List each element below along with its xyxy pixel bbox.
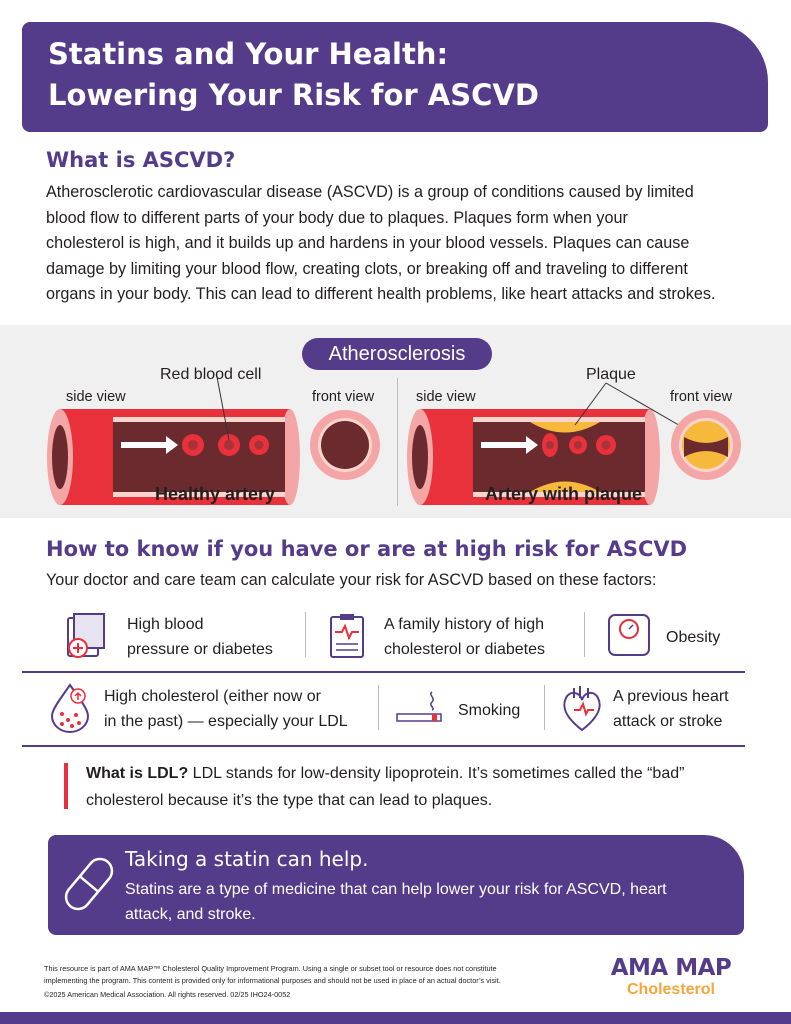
body-line: blood flow to different parts of your bo…	[46, 208, 628, 227]
divider	[378, 685, 379, 730]
cigarette-icon	[396, 688, 444, 724]
healthy-artery-front	[310, 410, 380, 480]
medical-records-icon	[64, 612, 114, 660]
factor-text: High cholesterol (either now or	[104, 688, 321, 705]
risk-heading: How to know if you have or are at high r…	[46, 537, 688, 561]
ldl-question: What is LDL?	[86, 765, 189, 782]
factor-text: High blood	[127, 616, 204, 633]
divider	[584, 612, 585, 657]
ldl-accent-bar	[64, 763, 68, 809]
rbc-label: Red blood cell	[160, 366, 262, 383]
artery-illustration	[47, 376, 741, 505]
ama-map-logo: AMA MAP Cholesterol	[596, 955, 746, 999]
factor-heart-attack: A previous heart attack or stroke	[613, 684, 729, 734]
side-view-label: side view	[416, 389, 476, 405]
blood-drop-icon	[48, 682, 92, 734]
footer-line: implementing the program. This content i…	[44, 976, 501, 985]
divider	[544, 685, 545, 730]
diagram-title: Atherosclerosis	[302, 338, 492, 370]
footer-line: This resource is part of AMA MAP™ Choles…	[44, 964, 497, 973]
front-view-label: front view	[312, 389, 375, 405]
logo-text: AMA MAP	[610, 955, 732, 981]
factor-family-history: A family history of high cholesterol or d…	[384, 612, 545, 662]
what-body: Atherosclerotic cardiovascular disease (…	[46, 180, 766, 308]
risk-intro: Your doctor and care team can calculate …	[46, 571, 657, 589]
heart-icon	[560, 682, 604, 734]
divider-line	[22, 671, 745, 673]
divider-line	[22, 745, 745, 747]
factor-text: attack or stroke	[613, 713, 723, 730]
front-view-label: front view	[670, 389, 733, 405]
plaque-artery-front	[671, 410, 741, 480]
factor-text: cholesterol or diabetes	[384, 641, 545, 658]
title-line-1: Statins and Your Health:	[48, 37, 449, 71]
body-line: Atherosclerotic cardiovascular disease (…	[46, 183, 694, 201]
title-line-2: Lowering Your Risk for ASCVD	[48, 78, 539, 112]
divider	[397, 378, 398, 506]
factor-bp-diabetes: High blood pressure or diabetes	[127, 612, 273, 662]
plaque-artery-side	[407, 382, 697, 505]
statin-body: Statins are a type of medicine that can …	[125, 877, 667, 927]
footer-line: ©2025 American Medical Association. All …	[44, 990, 291, 999]
plaque-label: Plaque	[586, 366, 636, 383]
divider	[305, 612, 306, 657]
footer-disclaimer: This resource is part of AMA MAP™ Choles…	[44, 963, 501, 1001]
ldl-answer: LDL stands for low-density lipoprotein. …	[188, 765, 685, 782]
healthy-artery-caption: Healthy artery	[155, 484, 276, 504]
pill-icon	[64, 857, 114, 911]
body-line: cholesterol is high, and it builds up an…	[46, 234, 690, 252]
logo-subtext: Cholesterol	[626, 981, 715, 998]
ldl-note: What is LDL? LDL stands for low-density …	[86, 760, 684, 814]
plaque-artery-caption: Artery with plaque	[485, 484, 643, 504]
body-line: organs in your body. This can lead to di…	[46, 285, 716, 303]
factor-text: pressure or diabetes	[127, 641, 273, 658]
factor-smoking: Smoking	[458, 702, 521, 719]
factor-text: A previous heart	[613, 688, 729, 705]
factor-text: in the past) — especially your LDL	[104, 713, 348, 730]
factor-text: A family history of high	[384, 616, 545, 633]
factor-obesity: Obesity	[666, 629, 721, 646]
healthy-artery-side	[47, 376, 300, 505]
scale-icon	[606, 612, 652, 658]
title-banner: Statins and Your Health: Lowering Your R…	[22, 22, 768, 132]
side-view-label: side view	[66, 389, 126, 405]
body-line: damage by limiting your blood flow, crea…	[46, 259, 688, 278]
clipboard-heart-icon	[328, 612, 366, 660]
bottom-bar	[0, 1012, 791, 1024]
statin-line: attack, and stroke.	[125, 906, 256, 923]
statin-heading: Taking a statin can help.	[125, 847, 369, 871]
statin-line: Statins are a type of medicine that can …	[125, 881, 667, 898]
what-heading: What is ASCVD?	[46, 148, 236, 172]
statin-callout: Taking a statin can help. Statins are a …	[48, 835, 744, 935]
ldl-answer: cholesterol because it’s the type that c…	[86, 792, 493, 809]
factor-high-cholesterol: High cholesterol (either now or in the pa…	[104, 684, 348, 734]
